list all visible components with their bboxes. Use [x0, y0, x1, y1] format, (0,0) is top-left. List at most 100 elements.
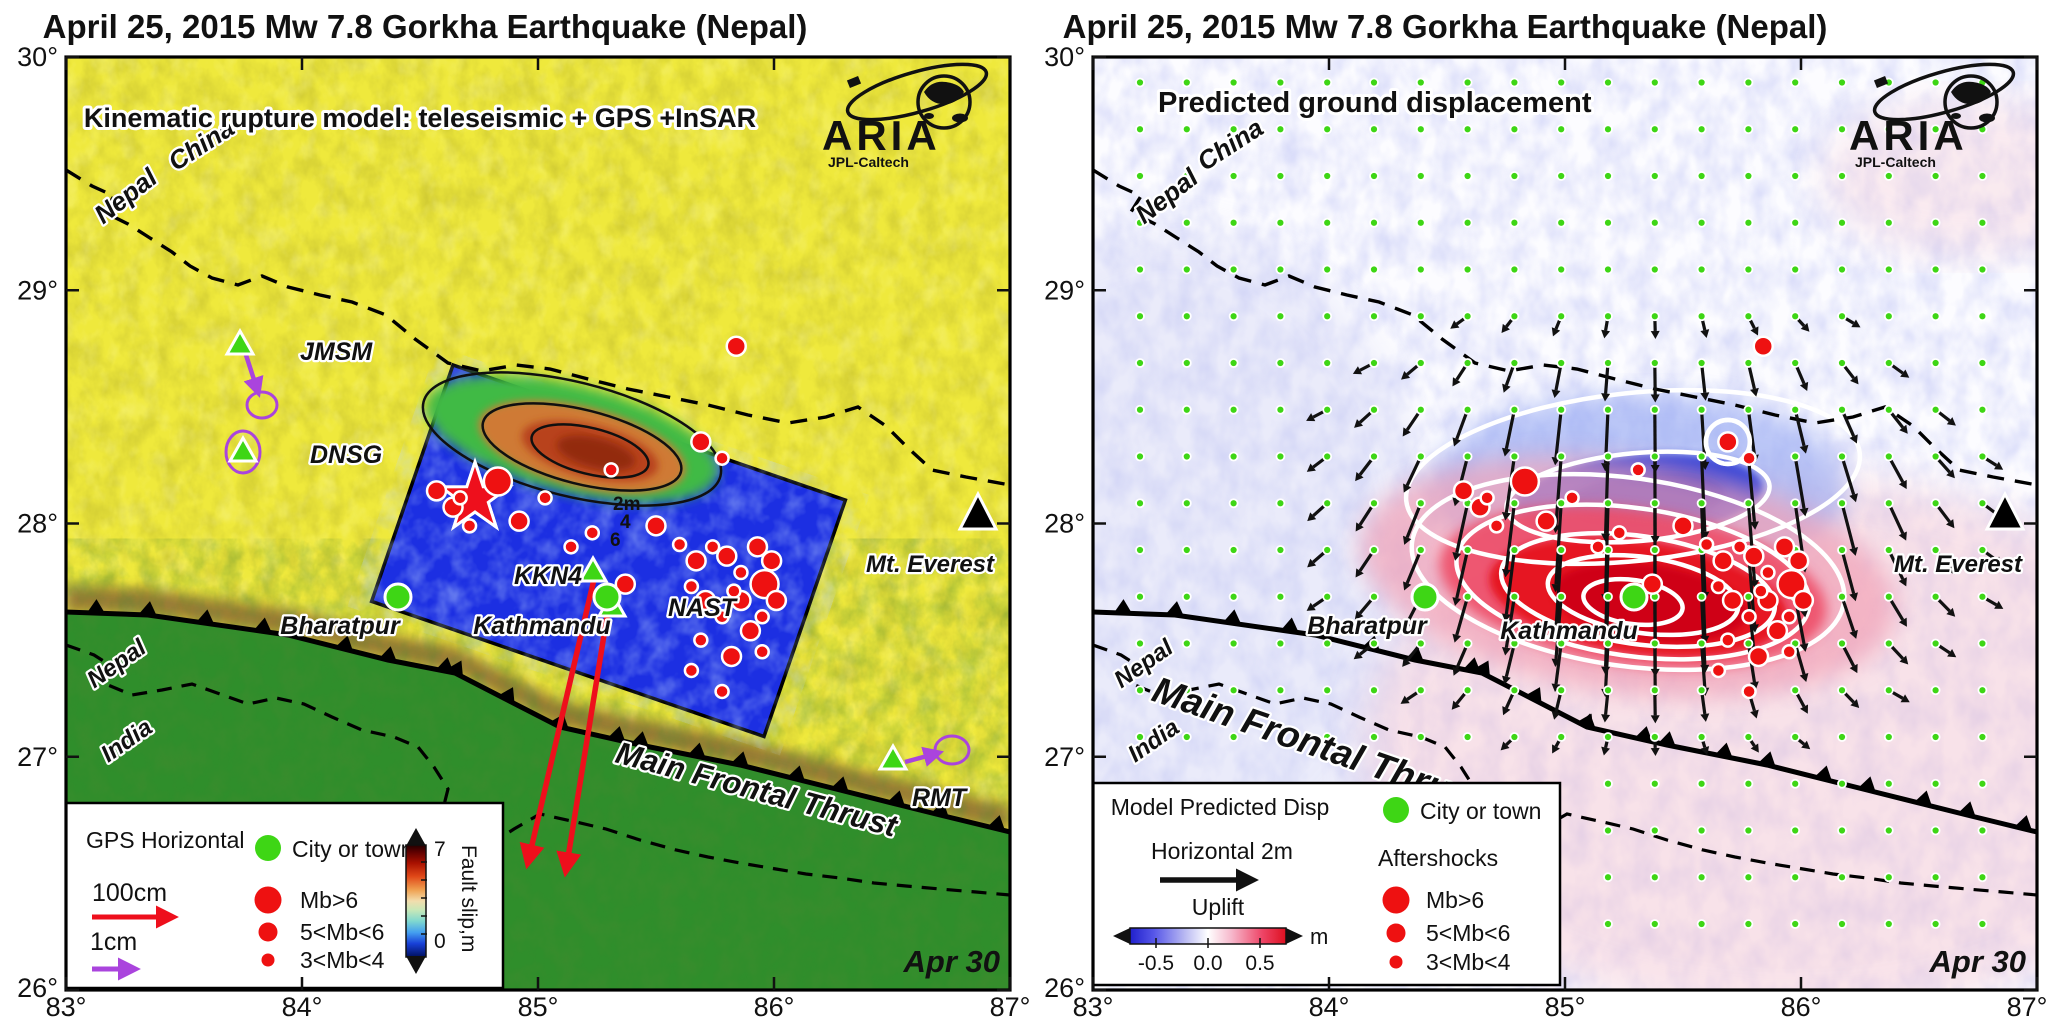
- grid-dot: [1275, 404, 1286, 415]
- aftershock-dot: [1710, 578, 1727, 595]
- model-vector-head: [1502, 706, 1511, 716]
- model-vector-head: [1551, 389, 1561, 399]
- aftershock-dot: [1760, 564, 1776, 581]
- grid-dot: [1603, 685, 1613, 696]
- model-vector-head: [1650, 330, 1660, 339]
- legend-100cm: 100cm: [92, 879, 167, 907]
- aftershock-dot: [1479, 490, 1495, 506]
- grid-dot: [1135, 545, 1145, 555]
- grid-dot: [1883, 311, 1894, 322]
- model-vector-head: [1849, 592, 1858, 602]
- lat-tick-label: 30°: [17, 42, 58, 72]
- grid-dot: [1369, 124, 1379, 135]
- fault-tooth: [86, 599, 105, 614]
- grid-dot: [1415, 217, 1426, 228]
- fault-tooth: [607, 726, 626, 742]
- grid-dot: [1462, 171, 1473, 181]
- grid-dot: [1649, 124, 1660, 135]
- grid-dot: [1556, 124, 1567, 135]
- right-legend: Model Predicted Disp Horizontal 2m Uplif…: [1093, 781, 1562, 987]
- grid-dot: [1649, 638, 1660, 649]
- model-vector-head: [1452, 633, 1462, 643]
- grid-dot: [1322, 404, 1333, 415]
- grid-dot: [1930, 778, 1941, 789]
- model-vector-head: [1799, 643, 1809, 652]
- grid-dot: [1837, 685, 1847, 696]
- model-vector-head: [1947, 649, 1957, 658]
- aftershock-dot: [733, 564, 749, 581]
- contour-label-4: 4: [620, 512, 631, 533]
- model-vector-head: [1452, 551, 1462, 561]
- cb-tick-zero: 0.0: [1193, 952, 1222, 975]
- aftershock-dot: [746, 536, 769, 558]
- model-vector-head: [1403, 581, 1412, 591]
- grid-dot: [1977, 825, 1988, 836]
- grid-dot: [1322, 545, 1333, 555]
- fault-teeth: [86, 599, 1006, 831]
- grid-dot: [1509, 451, 1520, 462]
- fault-tooth: [498, 687, 515, 704]
- cities: Bharatpur Kathmandu: [278, 582, 622, 642]
- fault-tooth: [887, 790, 905, 807]
- grid-dot: [1275, 498, 1286, 509]
- grid-dot: [1369, 451, 1379, 462]
- model-vector-head: [1750, 709, 1759, 719]
- model-vector-head: [1849, 434, 1858, 444]
- grid-dot: [1228, 638, 1239, 649]
- grid-dot: [1790, 825, 1801, 836]
- grid-dot: [1322, 498, 1333, 509]
- model-vector-head: [1355, 472, 1364, 482]
- grid-dot: [1696, 872, 1707, 883]
- aftershock-dot: [603, 462, 619, 478]
- model-vector: [1455, 409, 1470, 440]
- model-vector-head: [1898, 617, 1907, 627]
- model-vector-head: [1898, 531, 1907, 541]
- grid-dot: [1462, 638, 1473, 649]
- logo-text: ARIA: [822, 112, 941, 159]
- globe-icon: [916, 74, 972, 130]
- city-label-bharatpur: Bharatpur: [280, 612, 401, 640]
- aftershock-dot: [716, 545, 738, 567]
- station-label-rmt: RMT: [912, 784, 969, 812]
- aftershock-dot: [461, 518, 478, 534]
- lat-tick-label: 29°: [17, 275, 58, 305]
- aftershock-dot: [614, 573, 637, 595]
- grid-dot: [1228, 77, 1239, 88]
- grid-dot: [1883, 591, 1894, 602]
- city-dot-kathmandu-right: [1619, 582, 1649, 612]
- grid-dot: [1509, 77, 1520, 88]
- model-vector-head: [1452, 666, 1461, 676]
- grid-dot: [1743, 358, 1754, 368]
- grid-dot: [1883, 685, 1894, 696]
- grid-dot: [1462, 217, 1473, 228]
- model-vector-head: [1551, 683, 1561, 693]
- grid-dot: [1603, 919, 1613, 929]
- grid-dot: [1977, 358, 1988, 368]
- fault-tooth: [279, 621, 297, 638]
- grid-dot: [1696, 77, 1707, 88]
- grid-dot: [1556, 498, 1567, 509]
- legend-gps-title: GPS Horizontal: [86, 827, 245, 853]
- aftershock-dot: [693, 632, 709, 648]
- model-vector: [1700, 643, 1707, 689]
- grid-dot: [1509, 171, 1520, 181]
- grid-dot: [1649, 217, 1660, 228]
- grid-dot: [1790, 498, 1801, 509]
- model-vector: [1746, 503, 1757, 581]
- model-vector-head: [1700, 746, 1710, 756]
- fault-tooth: [379, 646, 397, 662]
- aftershock-dot: [725, 335, 747, 357]
- grid-dot: [1181, 498, 1192, 509]
- grid-dot: [1509, 217, 1520, 228]
- grid-dot: [1322, 264, 1333, 275]
- grid-dot: [1837, 217, 1847, 228]
- cities-right: Bharatpur Kathmandu: [1305, 582, 1649, 647]
- model-vector-head: [1452, 437, 1461, 447]
- aftershock-dot: [765, 589, 788, 612]
- grid-dot: [1509, 591, 1520, 602]
- fault-tooth: [139, 601, 157, 617]
- fault-tooth: [1113, 599, 1132, 614]
- model-vector-head: [1750, 326, 1759, 336]
- grid-dot: [1977, 778, 1988, 789]
- grid-dot: [1228, 591, 1239, 602]
